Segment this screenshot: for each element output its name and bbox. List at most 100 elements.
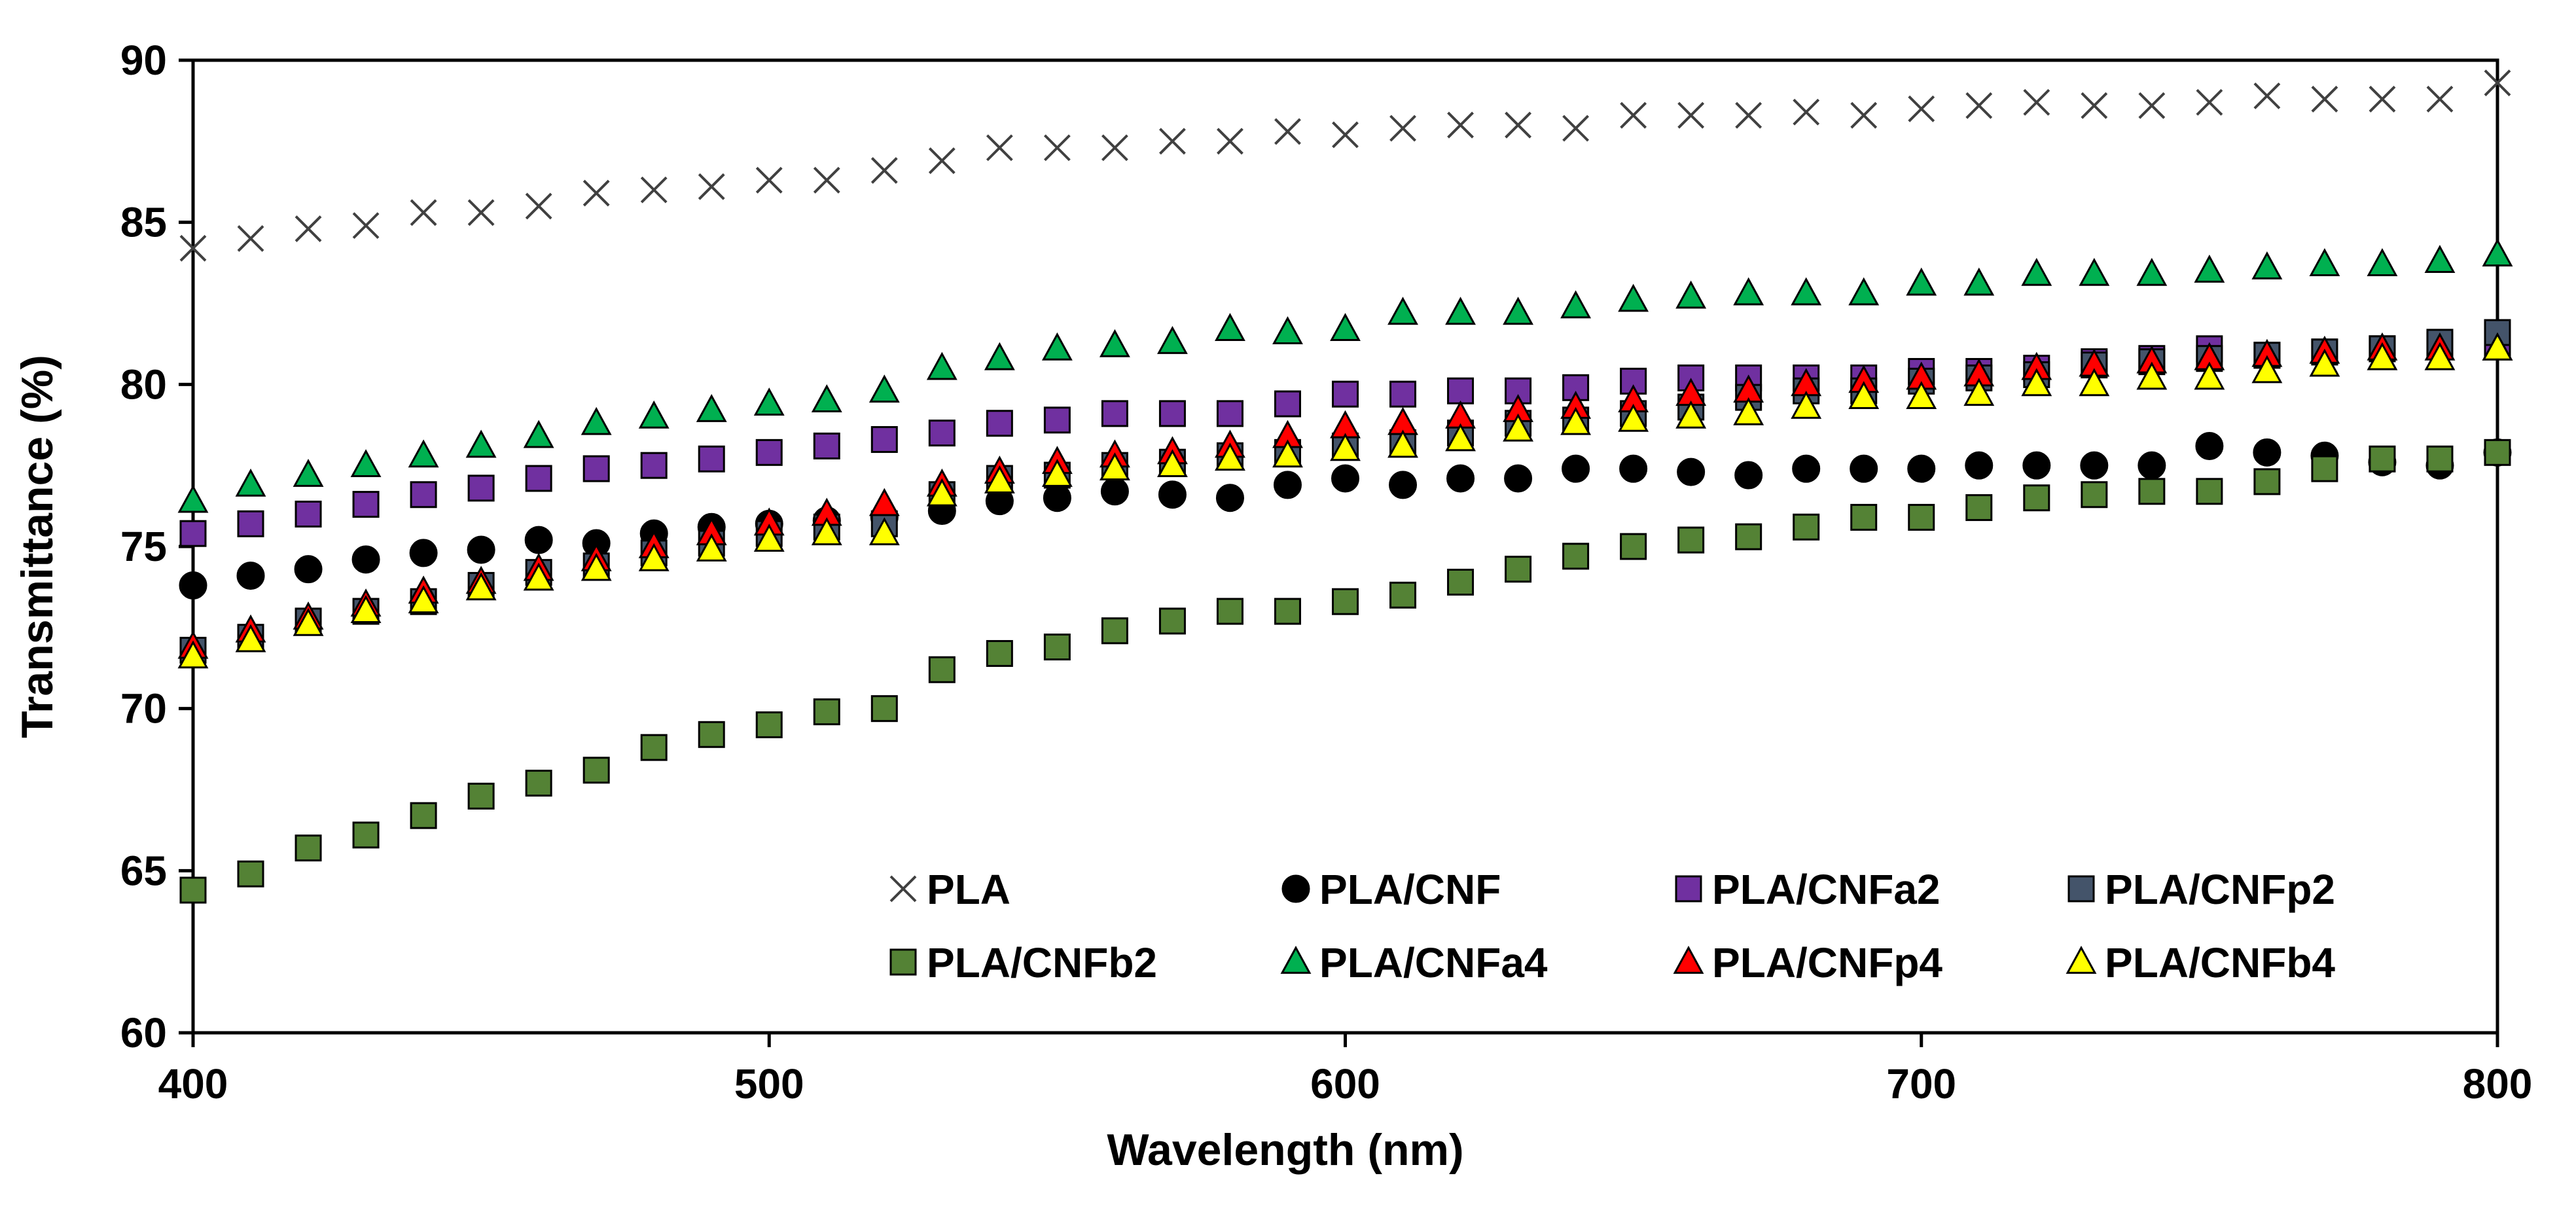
data-point xyxy=(928,420,956,447)
data-point xyxy=(1560,406,1592,435)
data-point xyxy=(2426,445,2454,473)
data-point xyxy=(2196,478,2223,505)
data-point xyxy=(928,656,956,683)
data-point xyxy=(1387,296,1418,325)
data-point xyxy=(409,539,438,567)
data-point xyxy=(1389,115,1416,142)
data-point xyxy=(1850,503,1878,531)
data-point xyxy=(1331,464,1359,493)
data-point xyxy=(1850,454,1878,483)
legend-marker xyxy=(1280,946,1312,974)
x-tick-label: 500 xyxy=(734,1060,804,1107)
series-pla-cnfa4 xyxy=(177,238,2513,513)
data-point xyxy=(870,426,898,454)
data-point xyxy=(1906,381,1937,410)
data-point xyxy=(237,860,264,887)
data-point xyxy=(1330,313,1361,342)
data-point xyxy=(1675,400,1707,429)
data-point xyxy=(179,234,207,262)
data-point xyxy=(1447,568,1475,596)
data-point xyxy=(2136,257,2168,286)
data-point xyxy=(1274,598,1301,625)
data-point xyxy=(2482,332,2513,361)
legend-label: PLA/CNFp4 xyxy=(1712,939,1942,986)
legend-marker xyxy=(889,875,917,903)
legend-label: PLA/CNFb2 xyxy=(927,939,1157,986)
data-point xyxy=(2023,88,2050,116)
data-point xyxy=(2367,248,2398,276)
data-point xyxy=(2309,348,2340,377)
data-point xyxy=(408,439,439,468)
data-point xyxy=(1273,471,1302,499)
legend-label: PLA/CNFp2 xyxy=(2105,866,2335,913)
data-point xyxy=(2367,342,2398,370)
data-point xyxy=(696,533,727,562)
data-point xyxy=(177,640,209,669)
data-point xyxy=(1908,95,1935,122)
data-point xyxy=(868,488,900,516)
data-point xyxy=(1043,484,1071,512)
data-point xyxy=(928,147,956,174)
data-point xyxy=(2080,451,2109,480)
data-point xyxy=(2369,86,2396,113)
y-tick-label: 75 xyxy=(120,523,167,570)
data-point xyxy=(2484,69,2511,97)
data-point xyxy=(524,526,553,554)
data-point xyxy=(179,571,207,600)
data-point xyxy=(1447,111,1474,139)
data-point xyxy=(1503,413,1534,442)
legend-marker xyxy=(889,948,917,976)
data-point xyxy=(237,510,264,537)
data-point xyxy=(1158,480,1187,509)
data-point xyxy=(753,387,785,416)
data-point xyxy=(2023,484,2050,512)
data-point xyxy=(467,782,495,810)
data-point xyxy=(2251,251,2283,279)
legend-entry-pla-cnf: PLA/CNF xyxy=(1281,866,1501,913)
data-point xyxy=(350,595,382,623)
data-point xyxy=(640,452,668,479)
legend-label: PLA/CNFa4 xyxy=(1319,939,1548,986)
legend-entry-pla-cnfa4: PLA/CNFa4 xyxy=(1280,939,1548,986)
data-point xyxy=(1158,400,1186,427)
legend-entry-pla-cnfa2: PLA/CNFa2 xyxy=(1675,866,1941,913)
data-point xyxy=(1043,134,1071,162)
data-point xyxy=(582,757,610,784)
data-point xyxy=(2022,451,2051,480)
data-point xyxy=(2311,455,2338,482)
data-point xyxy=(177,484,209,513)
data-point xyxy=(2311,86,2338,113)
data-point xyxy=(1562,374,1590,401)
data-point xyxy=(811,384,842,412)
data-point xyxy=(410,481,437,509)
data-point xyxy=(350,449,382,478)
data-point xyxy=(237,225,264,252)
legend-entry-pla: PLA xyxy=(889,866,1011,913)
data-point xyxy=(986,639,1013,667)
data-point xyxy=(755,439,783,466)
data-point xyxy=(236,562,265,590)
data-point xyxy=(1099,329,1130,357)
data-point xyxy=(2021,257,2052,286)
data-point xyxy=(352,212,380,240)
data-point xyxy=(1445,423,1476,452)
data-point xyxy=(1908,503,1935,531)
data-point xyxy=(1158,607,1186,635)
data-point xyxy=(235,468,266,497)
legend-marker xyxy=(1675,875,1702,903)
data-point xyxy=(1446,464,1475,493)
data-point xyxy=(1850,101,1878,129)
data-point xyxy=(523,420,554,448)
data-point xyxy=(1330,433,1361,461)
data-point xyxy=(1389,471,1418,499)
data-point xyxy=(2195,431,2224,460)
data-point xyxy=(1156,325,1188,354)
legend-marker xyxy=(2067,875,2095,903)
data-point xyxy=(525,192,552,220)
data-point xyxy=(868,374,900,403)
data-point xyxy=(1504,464,1533,493)
data-point xyxy=(1215,442,1245,471)
data-point xyxy=(2081,92,2108,119)
data-point xyxy=(293,607,324,636)
